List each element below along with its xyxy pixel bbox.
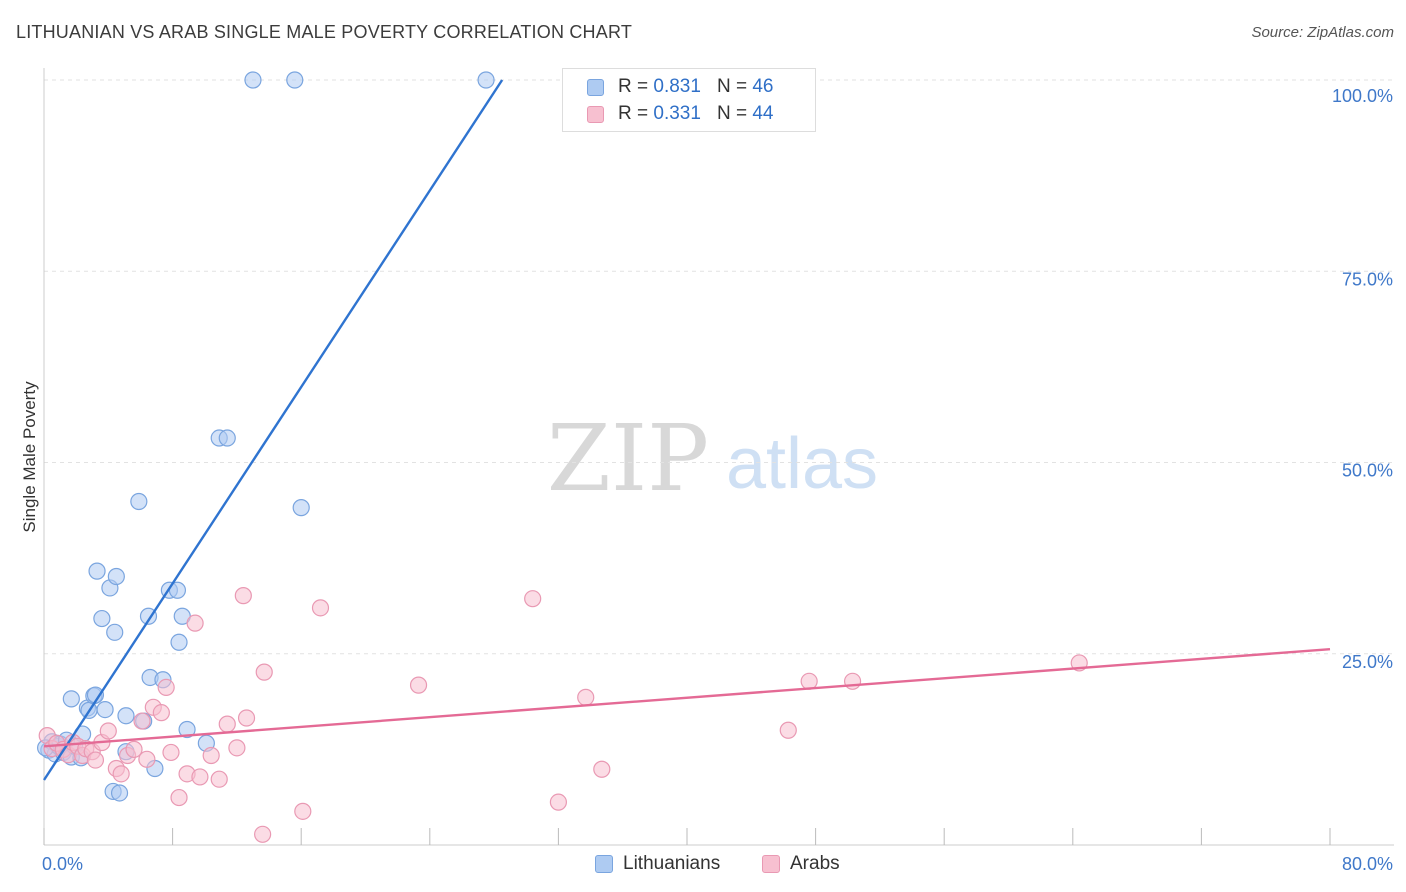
arab-point: [112, 765, 130, 783]
arab-point: [237, 709, 256, 727]
lithuanian-point: [178, 720, 196, 739]
legend-item-arabs[interactable]: Arabs: [762, 852, 840, 876]
arab-point: [779, 721, 797, 739]
arab-point: [152, 704, 170, 722]
arab-point: [191, 768, 209, 786]
lithuanian-point: [477, 71, 495, 89]
watermark-zip: ZIP: [547, 405, 709, 512]
legend-item-lithuanians[interactable]: Lithuanians: [595, 852, 720, 876]
legend-n-label: N =: [716, 76, 748, 97]
arab-point: [138, 750, 156, 768]
arab-point: [311, 599, 330, 617]
lithuanian-point: [286, 71, 304, 89]
arab-point: [577, 688, 595, 706]
arab-point: [255, 663, 273, 681]
arab-point: [157, 678, 175, 697]
y-tick-label: 75.0%: [1342, 269, 1393, 289]
arabs-points: [38, 587, 1088, 843]
legend-row-arabs: R = 0.331 N = 44: [587, 101, 773, 127]
grid: [44, 79, 1394, 655]
arab-point: [228, 739, 246, 757]
lithuanian-point: [88, 562, 106, 580]
lithuanians-points: [37, 71, 580, 802]
y-tick-label: 25.0%: [1342, 652, 1393, 672]
arab-point: [234, 587, 252, 605]
x-tick-label: 80.0%: [1342, 854, 1393, 874]
arab-point: [593, 760, 611, 778]
arab-point: [218, 715, 236, 733]
arab-point: [186, 614, 204, 632]
legend-r-value: 0.331: [653, 103, 701, 124]
x-tick-label: 0.0%: [42, 854, 83, 874]
legend-row-lithuanians: R = 0.831 N = 46: [587, 74, 773, 100]
lithuanians-swatch: [587, 78, 604, 96]
watermark: ZIP atlas: [547, 405, 878, 512]
lithuanian-point: [292, 499, 310, 517]
legend-n-label: N =: [716, 103, 748, 124]
trend-lines: [42, 79, 1331, 781]
legend-r-label: R =: [618, 103, 649, 124]
arabs-trend-line: [43, 647, 1331, 748]
tick-labels: 25.0% 50.0% 75.0% 100.0% 0.0% 80.0%: [42, 86, 1393, 874]
arab-point: [210, 770, 228, 788]
lithuanian-point: [106, 623, 124, 641]
correlation-legend: R = 0.831 N = 46 R = 0.331 N = 44: [562, 68, 816, 132]
arabs-swatch: [587, 105, 604, 123]
legend-n-value: 46: [752, 76, 774, 97]
lithuanians-trend-line: [42, 79, 504, 781]
lithuanian-point: [170, 633, 188, 651]
legend-r-value: 0.831: [653, 76, 701, 97]
arab-point: [409, 676, 428, 694]
lithuanian-point: [117, 707, 135, 725]
arab-point: [133, 712, 151, 730]
lithuanian-point: [107, 567, 125, 586]
legend-n-value: 44: [752, 103, 774, 124]
arab-point: [125, 740, 143, 758]
arabs-legend-swatch: [762, 855, 780, 873]
arab-point: [549, 793, 568, 811]
axes: [43, 68, 1394, 846]
lithuanian-point: [130, 492, 148, 511]
arab-point: [524, 590, 542, 608]
lithuanians-legend-swatch: [595, 855, 613, 873]
watermark-atlas: atlas: [726, 424, 878, 504]
arab-point: [162, 743, 180, 762]
lithuanian-point: [93, 609, 111, 628]
lithuanian-point: [62, 690, 80, 708]
arab-point: [843, 672, 862, 690]
lithuanian-point: [110, 784, 129, 802]
arab-point: [294, 802, 312, 820]
arab-point: [202, 746, 220, 765]
legend-r-label: R =: [618, 76, 649, 97]
lithuanian-point: [244, 71, 262, 89]
arab-point: [99, 722, 117, 740]
y-tick-label: 100.0%: [1332, 86, 1393, 106]
arab-point: [170, 788, 188, 807]
y-tick-label: 50.0%: [1342, 461, 1393, 481]
lithuanian-point: [218, 429, 236, 447]
arab-point: [86, 751, 105, 769]
arab-point: [254, 825, 272, 843]
source-credit: Source: ZipAtlas.com: [1251, 24, 1394, 41]
chart-title: LITHUANIAN VS ARAB SINGLE MALE POVERTY C…: [16, 22, 633, 42]
lithuanian-point: [96, 700, 114, 719]
arabs-legend-label: Arabs: [790, 853, 840, 874]
lithuanians-legend-label: Lithuanians: [623, 853, 721, 874]
